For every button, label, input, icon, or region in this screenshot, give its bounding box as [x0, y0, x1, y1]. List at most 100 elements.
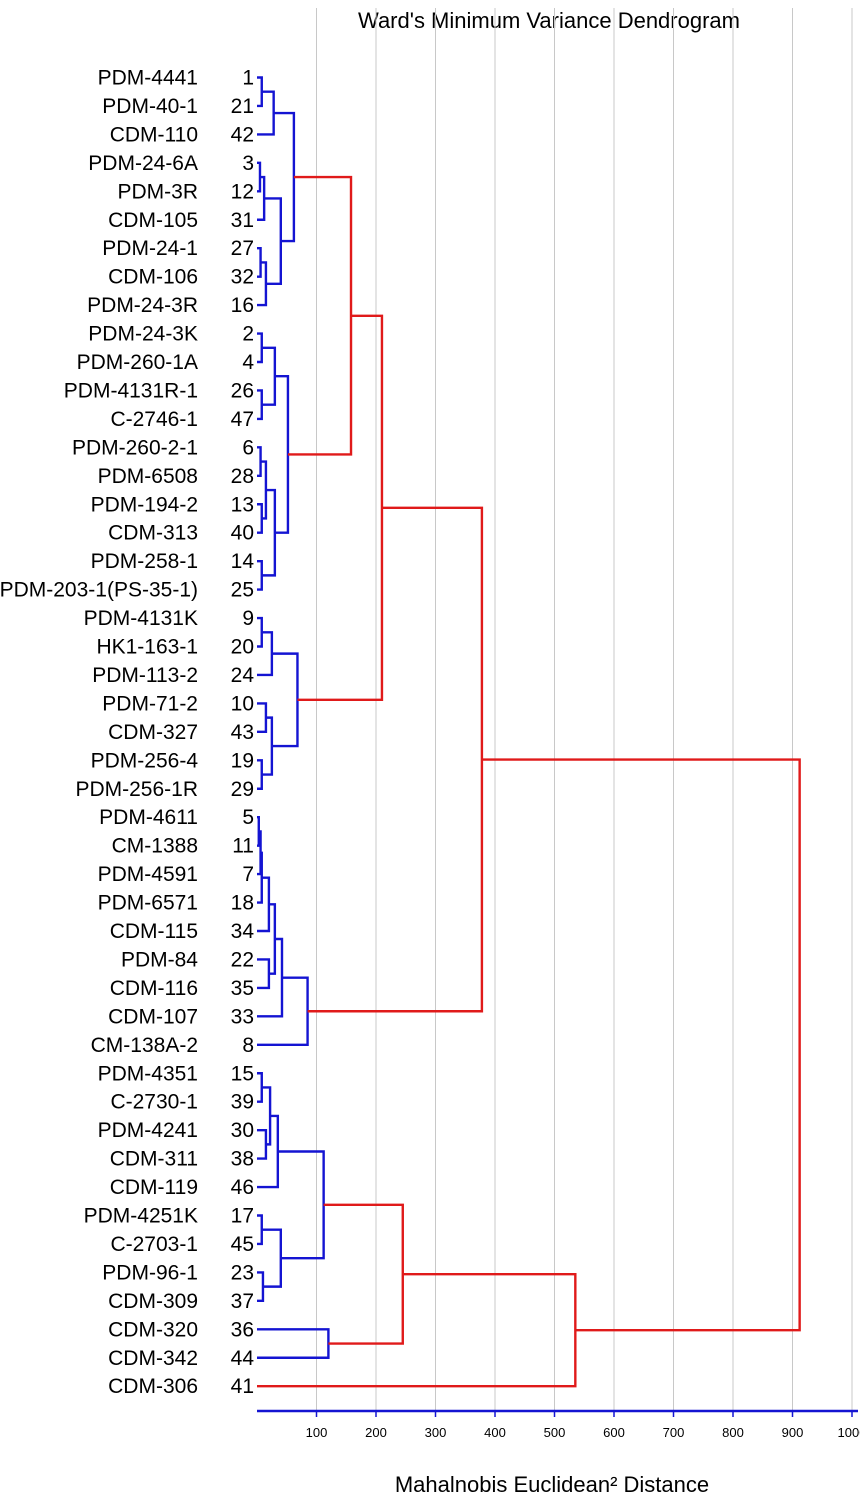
merge-link: [297, 314, 384, 702]
leaf-id: 41: [231, 1375, 254, 1398]
leaf-name: PDM-4131K: [84, 607, 198, 630]
leaf-name: PDM-113-2: [92, 664, 198, 687]
merge-link: [257, 332, 263, 364]
leaf-id: 39: [231, 1091, 254, 1114]
merge-link: [257, 1114, 280, 1189]
leaf-name: PDM-24-1: [102, 237, 198, 260]
merge-link: [257, 446, 262, 477]
leaf-name: CDM-107: [108, 1005, 198, 1028]
leaf-id: 25: [231, 579, 254, 602]
leaf-id: 18: [231, 892, 254, 915]
leaf-name: PDM-71-2: [102, 692, 198, 715]
x-tick-label: 300: [425, 1425, 447, 1440]
leaf-name: PDM-203-1(PS-35-1): [0, 579, 198, 602]
merge-link: [481, 758, 801, 1332]
leaf-id: 4: [242, 351, 254, 374]
leaf-id: 12: [231, 180, 254, 203]
leaf-id: 21: [231, 95, 254, 118]
leaf-id: 42: [231, 123, 254, 146]
merge-link: [257, 1072, 263, 1103]
leaf-name: CDM-116: [110, 977, 198, 1000]
leaf-id: 45: [231, 1233, 254, 1256]
merge-link: [257, 816, 260, 847]
merge-link: [273, 111, 296, 243]
leaf-name: PDM-24-3K: [88, 323, 198, 346]
leaf-name: PDM-4131R-1: [64, 379, 198, 402]
merge-link: [323, 1203, 404, 1345]
leaf-id: 6: [242, 436, 254, 459]
leaf-id: 2: [242, 323, 254, 346]
leaf-id: 16: [231, 294, 254, 317]
leaf-id: 3: [242, 152, 254, 175]
leaf-name: PDM-84: [121, 948, 198, 971]
merge-link: [257, 1128, 268, 1160]
leaf-name: C-2746-1: [110, 408, 198, 431]
leaf-name: CDM-327: [108, 721, 198, 744]
leaf-name: CDM-306: [108, 1375, 198, 1398]
leaf-name: PDM-256-4: [91, 749, 199, 772]
leaf-name: PDM-6508: [98, 465, 198, 488]
x-tick-label: 1000: [838, 1425, 860, 1440]
leaf-id: 22: [231, 948, 254, 971]
leaf-name: CDM-320: [108, 1318, 198, 1341]
leaf-name: CDM-311: [110, 1148, 198, 1171]
leaf-name: CDM-313: [108, 522, 198, 545]
leaf-name: CDM-119: [110, 1176, 198, 1199]
leaf-name: HK1-163-1: [96, 636, 198, 659]
leaf-name: PDM-3R: [117, 180, 198, 203]
merge-link: [257, 247, 262, 278]
leaf-id: 43: [231, 721, 254, 744]
leaf-id: 27: [231, 237, 254, 260]
leaf-name: PDM-4441: [98, 67, 198, 90]
leaf-id: 40: [231, 522, 254, 545]
leaf-name: PDM-4251K: [84, 1205, 198, 1228]
leaf-name: PDM-4241: [98, 1119, 198, 1142]
leaf-name: C-2730-1: [110, 1091, 198, 1114]
leaf-name: CM-138A-2: [91, 1034, 198, 1057]
merge-link: [257, 616, 263, 648]
x-tick-label: 400: [484, 1425, 506, 1440]
leaf-id: 36: [231, 1318, 254, 1341]
x-tick-label: 800: [722, 1425, 744, 1440]
leaf-name: PDM-40-1: [102, 95, 198, 118]
merge-link: [257, 90, 275, 136]
leaf-id: 5: [242, 806, 254, 829]
leaf-id: 9: [242, 607, 254, 630]
leaf-id: 15: [231, 1062, 254, 1085]
leaf-id: 26: [231, 379, 254, 402]
leaf-name: PDM-256-1R: [75, 778, 198, 801]
x-tick-label: 700: [663, 1425, 685, 1440]
leaf-id: 14: [231, 550, 255, 573]
leaf-id: 24: [231, 664, 255, 687]
leaf-id: 7: [242, 863, 254, 886]
leaf-name: C-2703-1: [110, 1233, 198, 1256]
merge-link: [257, 759, 263, 790]
leaf-id: 10: [231, 692, 254, 715]
x-axis-label: Mahalnobis Euclidean² Distance: [395, 1472, 709, 1497]
leaf-id: 17: [231, 1205, 254, 1228]
leaf-id: 47: [231, 408, 254, 431]
leaf-name: PDM-260-2-1: [72, 436, 198, 459]
dendrogram-links: [257, 76, 801, 1388]
leaf-id: 37: [231, 1290, 254, 1313]
leaf-id: 44: [231, 1347, 255, 1370]
merge-link: [261, 488, 277, 577]
x-tick-label: 500: [544, 1425, 566, 1440]
merge-link: [261, 346, 277, 406]
leaf-name: CDM-106: [108, 266, 198, 289]
leaf-id: 33: [231, 1005, 254, 1028]
leaf-id: 13: [231, 493, 254, 516]
leaf-name: PDM-24-6A: [88, 152, 198, 175]
leaf-id: 11: [232, 835, 254, 858]
leaf-name: PDM-258-1: [91, 550, 198, 573]
leaf-id: 1: [242, 67, 254, 90]
leaf-name: CDM-309: [108, 1290, 198, 1313]
merge-link: [257, 1328, 330, 1359]
merge-link: [257, 1214, 263, 1246]
merge-link: [257, 559, 263, 591]
merge-link: [271, 652, 299, 748]
leaf-name: CDM-115: [110, 920, 198, 943]
leaf-id: 35: [231, 977, 254, 1000]
